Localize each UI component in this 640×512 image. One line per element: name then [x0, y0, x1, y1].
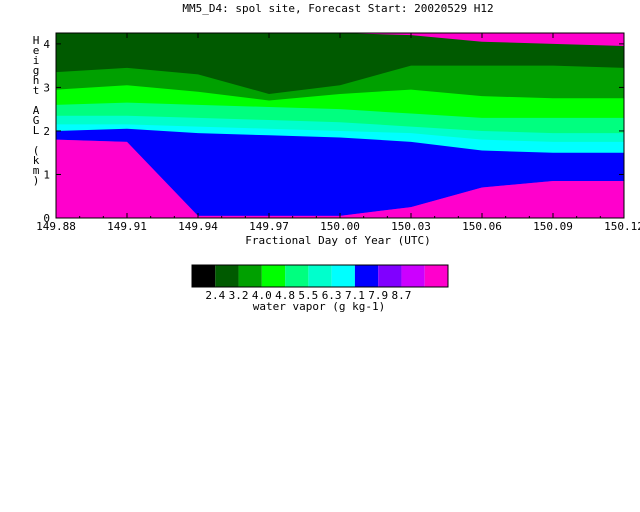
colorbar-tick-label: 7.1: [345, 289, 365, 302]
colorbar-swatch: [401, 265, 425, 287]
colorbar-swatch: [238, 265, 262, 287]
colorbar-label: water vapor (g kg-1): [253, 300, 385, 313]
colorbar-tick-label: 7.9: [368, 289, 388, 302]
colorbar-frame: [191, 264, 449, 288]
colorbar-tick-label: 2.4: [205, 289, 225, 302]
colorbar-swatch: [192, 265, 216, 287]
colorbar-tick-label: 6.3: [322, 289, 342, 302]
x-axis: 149.88 149.91 149.94 149.97 150.00 150.03 150.…: [36, 33, 640, 233]
band-magenta: [56, 139, 624, 218]
x-tick-label: 149.91: [107, 220, 147, 233]
x-tick-label: 150.09: [533, 220, 573, 233]
y-axis-label-char: g: [33, 64, 40, 77]
y-axis-label-char: (: [33, 144, 40, 157]
x-tick-label: 150.03: [391, 220, 431, 233]
x-tick-label: 150.06: [462, 220, 502, 233]
colorbar-tick-label: 4.0: [252, 289, 272, 302]
y-tick-label: 0: [43, 212, 50, 225]
y-axis-label-char: ): [33, 174, 40, 187]
colorbar: 2.4 3.2 4.0 4.8 5.5 6.3 7.1 7.9 8.7: [191, 264, 449, 302]
y-axis-label-char: H: [33, 34, 40, 47]
y-axis-label-char: h: [33, 74, 40, 87]
chart-title: MM5_D4: spol site, Forecast Start: 20020…: [182, 2, 493, 15]
y-tick-label: 3: [43, 81, 50, 94]
y-axis-label-char: L: [33, 124, 40, 137]
colorbar-swatch: [424, 265, 448, 287]
y-axis-label-char: e: [33, 44, 40, 57]
colorbar-tick-label: 4.8: [275, 289, 295, 302]
plot-area: [55, 32, 625, 219]
colorbar-swatch: [285, 265, 309, 287]
colorbar-swatch: [354, 265, 379, 287]
y-axis-label-char: G: [33, 114, 40, 127]
colorbar-tick-label: 8.7: [392, 289, 412, 302]
colorbar-swatch: [378, 265, 402, 287]
y-tick-label: 4: [43, 38, 50, 51]
x-tick-label: 150.12: [604, 220, 640, 233]
x-tick-label: 149.97: [249, 220, 289, 233]
y-axis-label-char: m: [33, 164, 40, 177]
y-tick-label: 2: [43, 125, 50, 138]
y-axis: 0 1 2 3 4: [43, 38, 624, 225]
colorbar-swatch: [331, 265, 355, 287]
x-tick-label: 149.88: [36, 220, 76, 233]
x-tick-label: 149.94: [178, 220, 218, 233]
y-axis-label-char: A: [33, 104, 40, 117]
x-axis-label: Fractional Day of Year (UTC): [245, 234, 430, 247]
colorbar-swatch: [215, 265, 239, 287]
colorbar-tick-label: 3.2: [229, 289, 249, 302]
colorbar-swatch: [261, 265, 286, 287]
x-tick-label: 150.00: [320, 220, 360, 233]
y-axis-label-char: t: [33, 84, 40, 97]
y-axis-label-char: i: [33, 54, 40, 67]
y-axis-label-char: k: [33, 154, 40, 167]
colorbar-tick-label: 5.5: [298, 289, 318, 302]
y-tick-label: 1: [43, 168, 50, 181]
colorbar-swatch: [308, 265, 332, 287]
